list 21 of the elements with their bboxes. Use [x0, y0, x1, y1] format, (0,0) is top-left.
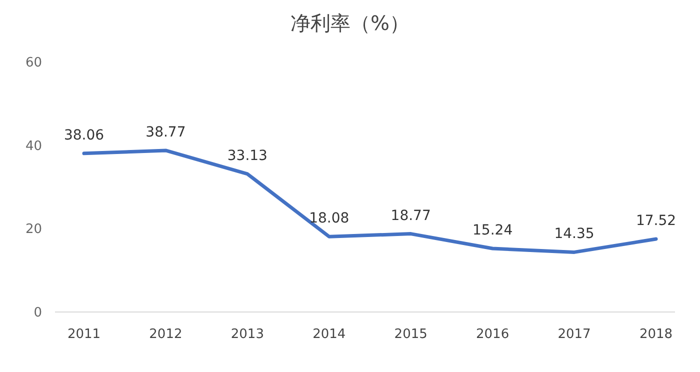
data-label: 18.08	[309, 210, 350, 227]
data-label: 38.77	[146, 124, 186, 140]
x-tick-label: 2013	[230, 327, 264, 342]
x-tick-label: 2015	[394, 327, 428, 342]
y-tick-label: 40	[25, 138, 42, 154]
data-label: 38.06	[64, 127, 104, 144]
data-label: 15.24	[472, 222, 513, 238]
x-tick-label: 2016	[476, 327, 510, 342]
data-label: 17.52	[636, 213, 676, 229]
y-tick-label: 60	[25, 56, 42, 71]
data-label: 18.77	[390, 208, 431, 224]
x-tick-label: 2014	[312, 327, 346, 342]
y-tick-label: 20	[25, 222, 42, 238]
x-tick-label: 2012	[149, 327, 182, 342]
data-label: 33.13	[227, 148, 268, 164]
x-tick-label: 2018	[639, 327, 673, 342]
data-label: 14.35	[554, 226, 594, 242]
y-tick-label: 0	[34, 306, 42, 321]
chart-title: 净利率（%）	[290, 11, 410, 35]
x-tick-label: 2017	[558, 327, 591, 342]
x-tick-label: 2011	[67, 327, 101, 342]
